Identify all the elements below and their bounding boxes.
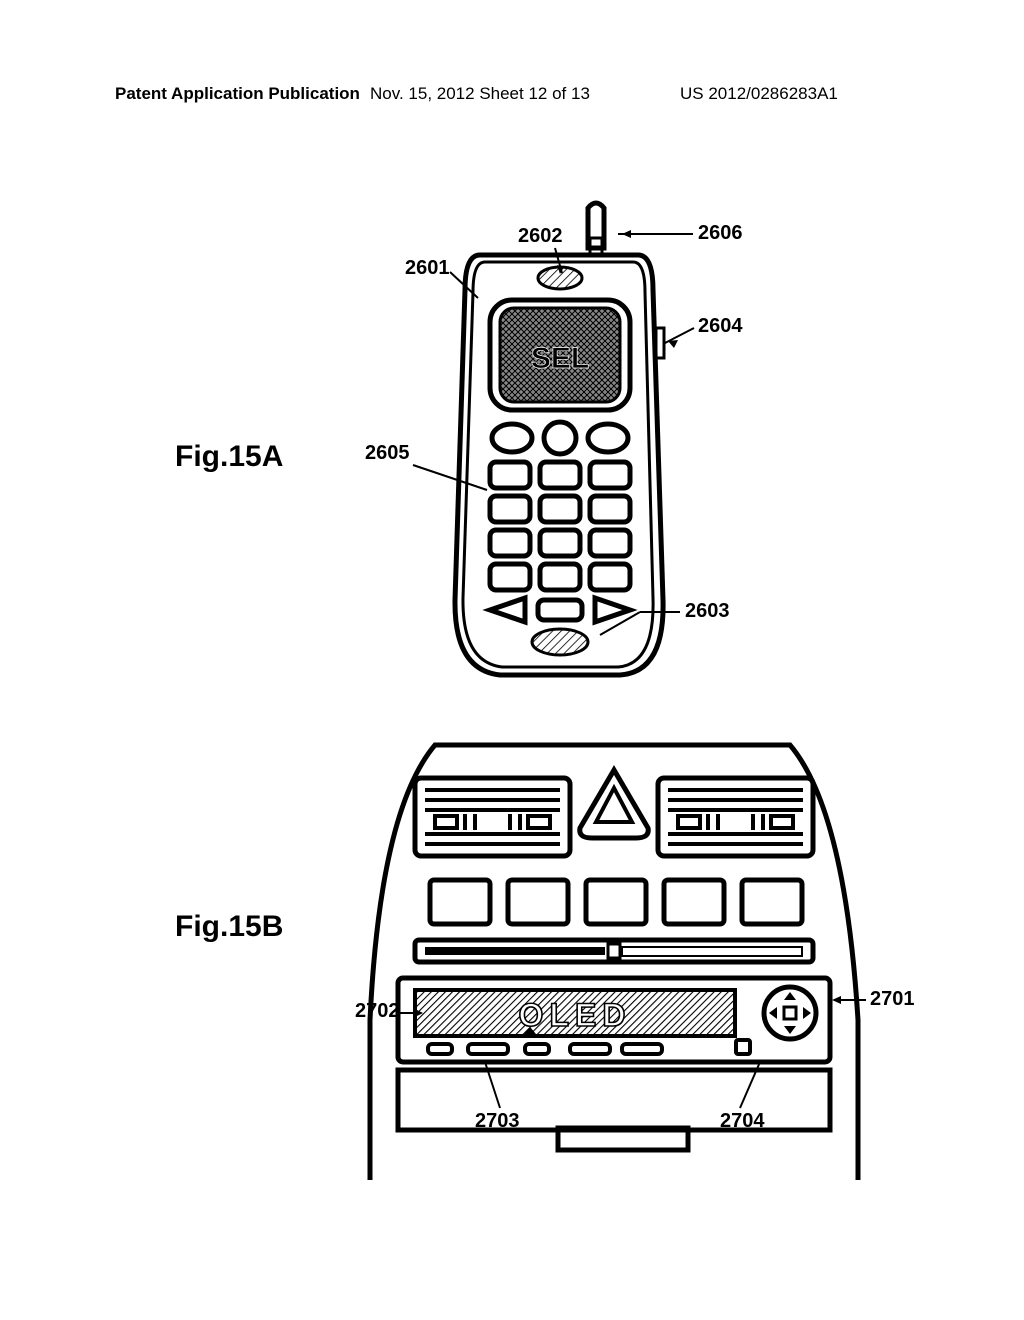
- ref-2702: 2702: [355, 1000, 400, 1023]
- display-text: SEL: [531, 342, 589, 375]
- ref-2603: 2603: [685, 600, 730, 623]
- header-mid: Nov. 15, 2012 Sheet 12 of 13: [370, 84, 590, 104]
- ref-2704: 2704: [720, 1110, 765, 1133]
- header-right: US 2012/0286283A1: [680, 84, 838, 104]
- header-left: Patent Application Publication: [115, 84, 360, 104]
- dashboard-drawing: OLED: [360, 730, 880, 1180]
- phone-drawing: SEL: [440, 200, 720, 690]
- fig-15b-label: Fig.15B: [175, 910, 283, 944]
- ref-2703: 2703: [475, 1110, 520, 1133]
- ref-2604: 2604: [698, 315, 743, 338]
- ref-2601: 2601: [405, 257, 450, 280]
- oled-text: OLED: [519, 997, 632, 1033]
- ref-2602: 2602: [518, 225, 563, 248]
- ref-2605: 2605: [365, 442, 410, 465]
- ref-2606: 2606: [698, 222, 743, 245]
- ref-2701: 2701: [870, 988, 915, 1011]
- fig-15a-label: Fig.15A: [175, 440, 283, 474]
